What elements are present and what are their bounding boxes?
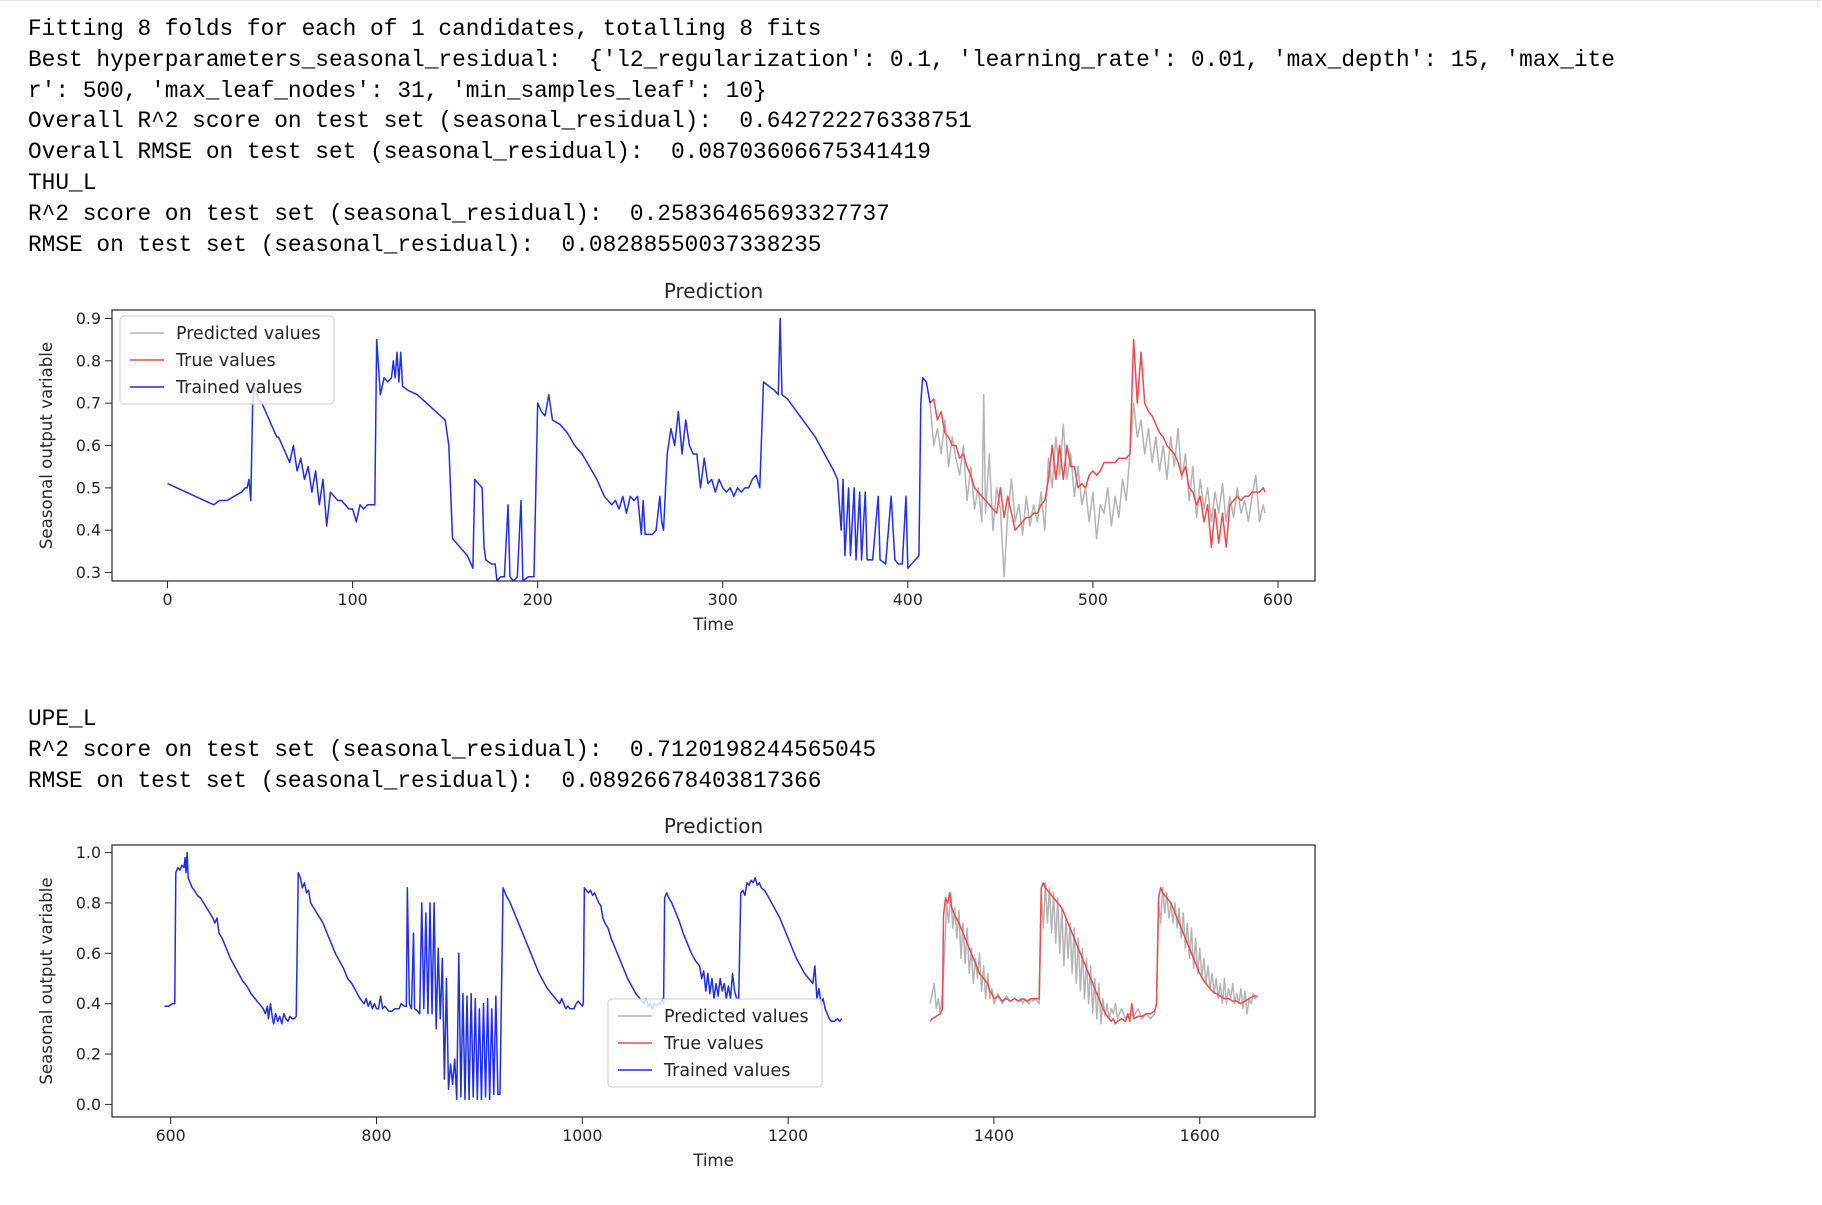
y-tick-label: 0.4 (76, 521, 101, 540)
x-tick-label: 100 (338, 590, 368, 609)
log-line-overall-r2: Overall R^2 score on test set (seasonal_… (28, 108, 972, 135)
y-tick-label: 0.6 (76, 944, 101, 963)
log-line-fitting: Fitting 8 folds for each of 1 candidates… (28, 16, 822, 42)
x-tick-label: 1000 (562, 1126, 602, 1145)
series-line-predicted-values (929, 881, 1258, 1025)
legend-box (119, 315, 335, 405)
legend-label-true-values: True values (663, 1034, 764, 1054)
x-tick-label: 1400 (974, 1126, 1014, 1145)
y-tick-label: 0.4 (76, 994, 101, 1013)
chart-legend: Predicted values True values Trained value… (607, 998, 823, 1088)
x-tick-label: 1600 (1180, 1126, 1220, 1145)
x-tick-label: 800 (361, 1126, 391, 1145)
chart-title: Prediction (664, 279, 763, 303)
x-tick-label: 1200 (768, 1126, 808, 1145)
y-axis-label: Seasonal output variable (37, 877, 56, 1084)
y-tick-label: 0.3 (76, 563, 101, 582)
x-tick-label: 500 (1078, 590, 1108, 609)
log-block-upe: UPE_L R^2 score on test set (seasonal_res… (28, 704, 1808, 796)
x-axis-label: Time (692, 1151, 734, 1170)
y-tick-label: 0.9 (76, 309, 101, 328)
cell-border-corner (1817, 0, 1818, 6)
x-tick-label: 600 (1263, 590, 1293, 609)
y-tick-label: 0.7 (76, 394, 101, 413)
log-line-thu-r2: R^2 score on test set (seasonal_residual… (28, 200, 890, 227)
log-line-best-params: Best hyperparameters_seasonal_residual: … (28, 46, 1615, 73)
series-line-true-values (929, 339, 1266, 549)
series-group (164, 851, 1258, 1100)
log-line-best-params-cont: r': 500, 'max_leaf_nodes': 31, 'min_samp… (28, 77, 767, 104)
legend-box (607, 998, 823, 1088)
log-line-upe-rmse: RMSE on test set (seasonal_residual): 0.… (28, 767, 822, 794)
series-group (167, 318, 1266, 582)
legend-label-predicted-values: Predicted values (664, 1007, 809, 1027)
y-tick-label: 0.2 (76, 1044, 101, 1063)
y-tick-label: 0.6 (76, 436, 101, 455)
log-line-overall-rmse: Overall RMSE on test set (seasonal_resid… (28, 139, 931, 166)
y-tick-label: 0.8 (76, 352, 101, 371)
series-line-predicted-values (929, 394, 1266, 578)
log-line-upe-r2: R^2 score on test set (seasonal_residual… (28, 737, 877, 764)
legend-label-true-values: True values (175, 351, 276, 371)
y-tick-label: 0.0 (76, 1095, 101, 1114)
chart-title: Prediction (664, 814, 763, 838)
log-line-station-thu: THU_L (28, 169, 97, 196)
x-tick-label: 600 (156, 1126, 186, 1145)
legend-label-predicted-values: Predicted values (176, 324, 321, 344)
legend-label-trained-values: Trained values (175, 378, 302, 398)
legend-label-trained-values: Trained values (663, 1061, 790, 1081)
y-tick-label: 0.8 (76, 893, 101, 912)
log-block-thu: Fitting 8 folds for each of 1 candidates… (28, 14, 1808, 260)
series-line-trained-values (164, 851, 843, 1100)
series-line-trained-values (167, 318, 931, 582)
x-tick-label: 400 (893, 590, 923, 609)
y-tick-label: 1.0 (76, 843, 101, 862)
chart-upe-prediction: Prediction 600 800 1000 1200 1400 1600 0.0 0.2 0.… (37, 814, 1316, 1170)
chart-thu-prediction: Prediction 0 100 200 300 400 500 600 0.3 0.4 0.5 0.… (37, 279, 1316, 634)
y-tick-label: 0.5 (76, 479, 101, 498)
x-tick-label: 200 (523, 590, 553, 609)
log-line-station-upe: UPE_L (28, 706, 97, 733)
x-tick-label: 0 (162, 590, 172, 609)
series-line-true-values (929, 881, 1258, 1025)
plot-frame (111, 844, 1316, 1118)
log-line-thu-rmse: RMSE on test set (seasonal_residual): 0.… (28, 231, 822, 258)
x-axis-label: Time (692, 615, 734, 634)
chart-legend: Predicted values True values Trained value… (119, 315, 335, 405)
x-tick-label: 300 (708, 590, 738, 609)
cell-top-border (0, 0, 1822, 1)
y-axis-label: Seasonal output variable (37, 342, 56, 549)
notebook-output: Fitting 8 folds for each of 1 candidates… (28, 14, 1808, 1205)
